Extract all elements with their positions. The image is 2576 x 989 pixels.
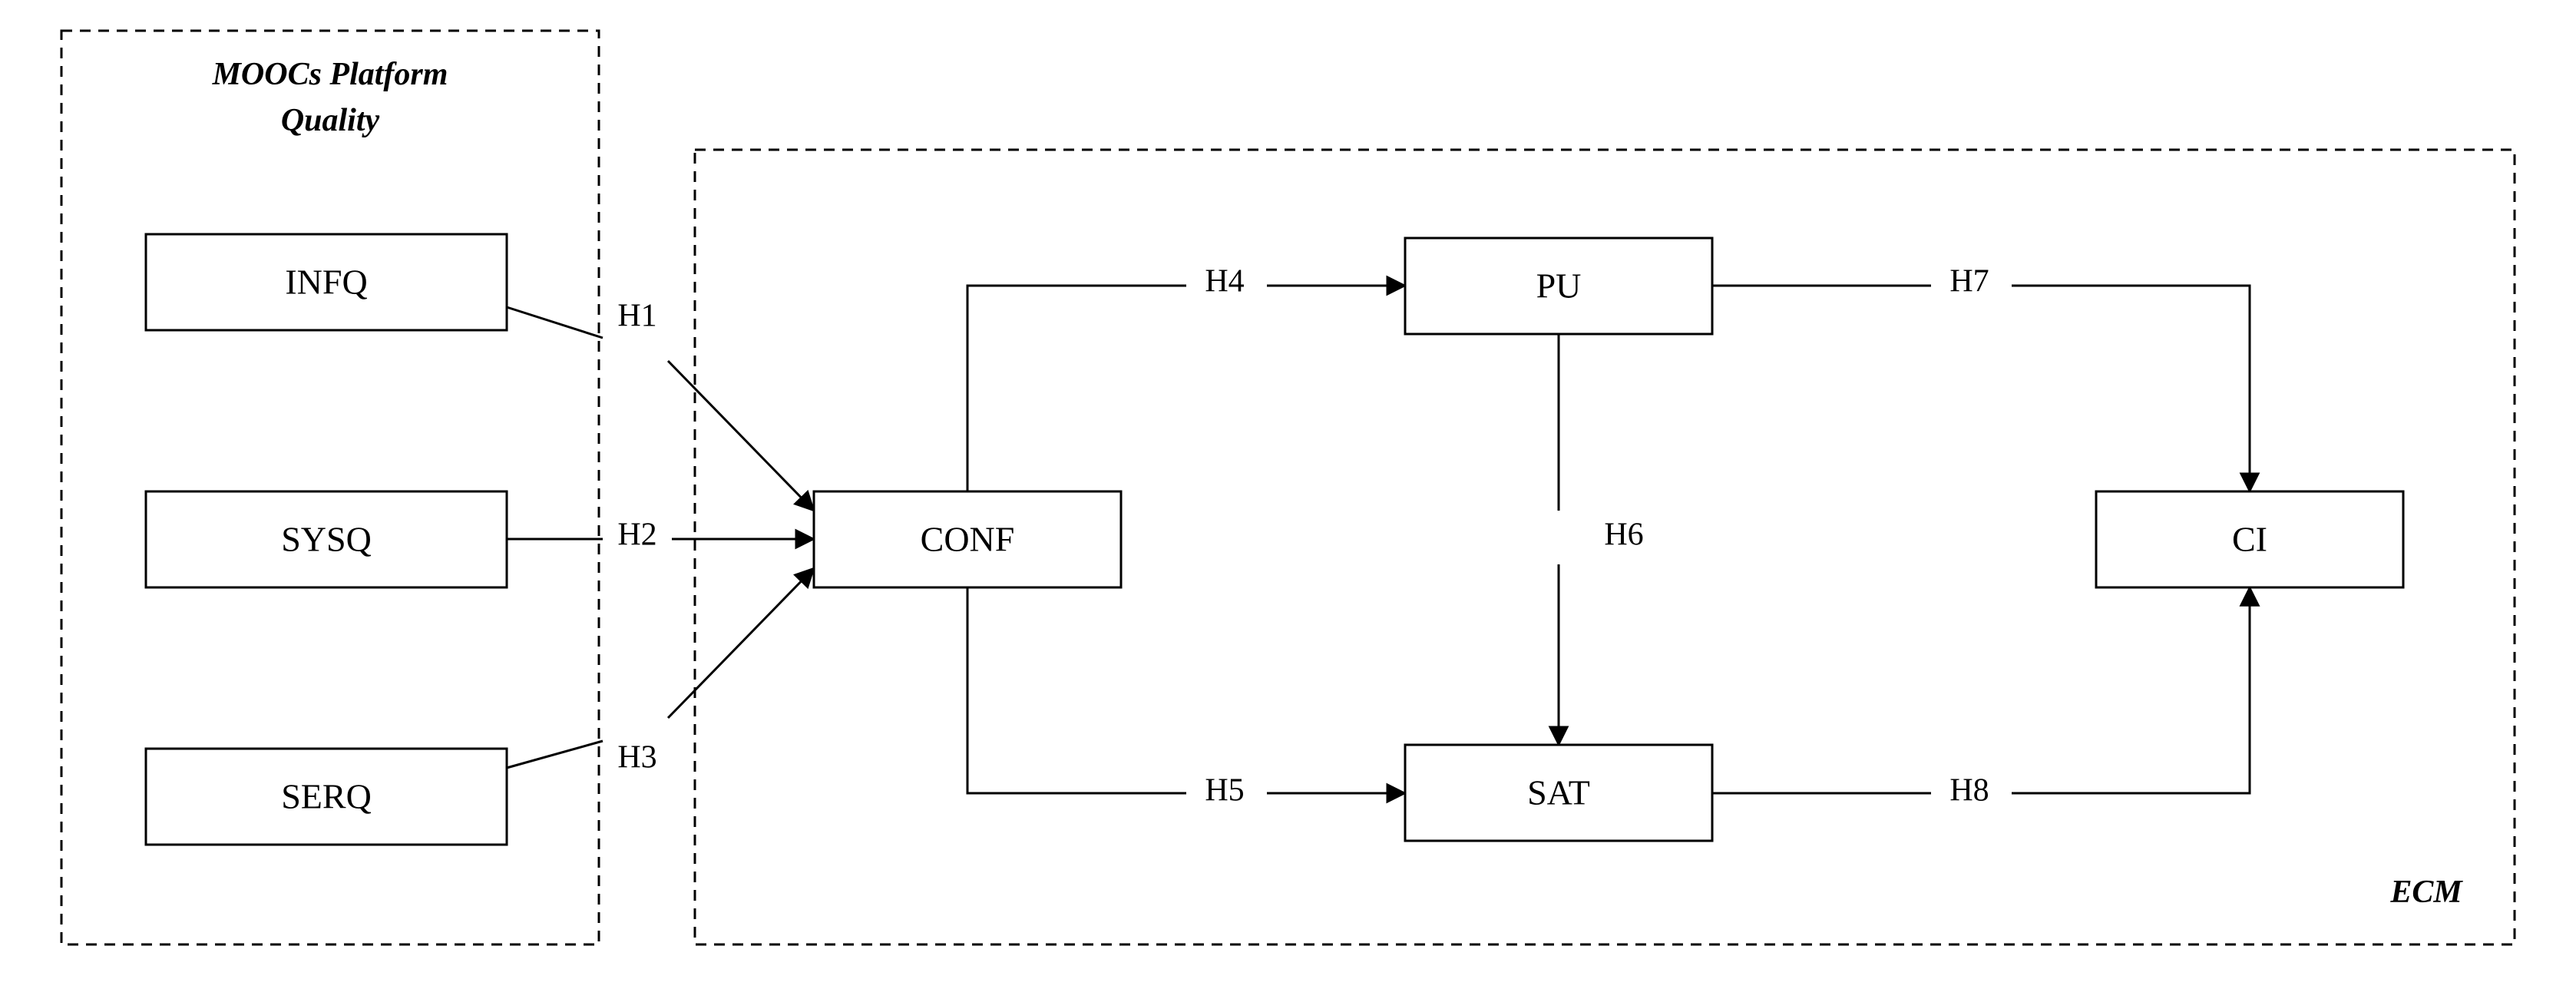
svg-text:INFQ: INFQ [285, 263, 367, 302]
edge-h7-path [2012, 286, 2250, 491]
edge-h3-seg1 [507, 741, 603, 768]
edge-h1-seg1 [507, 307, 603, 338]
edge-h1-seg2 [668, 361, 814, 511]
node-conf: CONF [814, 491, 1121, 587]
node-infq: INFQ [146, 234, 507, 330]
edge-h7-label: H7 [1949, 264, 1989, 299]
edge-h5-label: H5 [1205, 773, 1244, 809]
edge-h6-label: H6 [1604, 518, 1643, 553]
svg-text:CONF: CONF [921, 520, 1015, 559]
svg-text:PU: PU [1536, 266, 1582, 306]
edge-h4-path [967, 286, 1186, 491]
svg-text:SERQ: SERQ [281, 777, 372, 816]
svg-text:SAT: SAT [1527, 773, 1590, 812]
edge-h2-label: H2 [617, 518, 656, 553]
node-ci: CI [2096, 491, 2403, 587]
node-pu: PU [1405, 238, 1712, 334]
node-serq: SERQ [146, 749, 507, 845]
edge-h3-label: H3 [617, 740, 656, 776]
svg-text:SYSQ: SYSQ [281, 520, 372, 559]
group-quality-label-line2: Quality [281, 103, 380, 138]
group-quality-label-line1: MOOCs Platform [212, 57, 448, 92]
node-sysq: SYSQ [146, 491, 507, 587]
group-ecm-label: ECM [2389, 875, 2463, 910]
edge-h4-label: H4 [1205, 264, 1244, 299]
node-sat: SAT [1405, 745, 1712, 841]
edge-h5-path [967, 587, 1186, 793]
edge-h8-path [2012, 587, 2250, 793]
svg-text:CI: CI [2232, 520, 2267, 559]
edge-h3-seg2 [668, 568, 814, 718]
edge-h8-label: H8 [1949, 773, 1989, 809]
edge-h1-label: H1 [617, 299, 656, 334]
